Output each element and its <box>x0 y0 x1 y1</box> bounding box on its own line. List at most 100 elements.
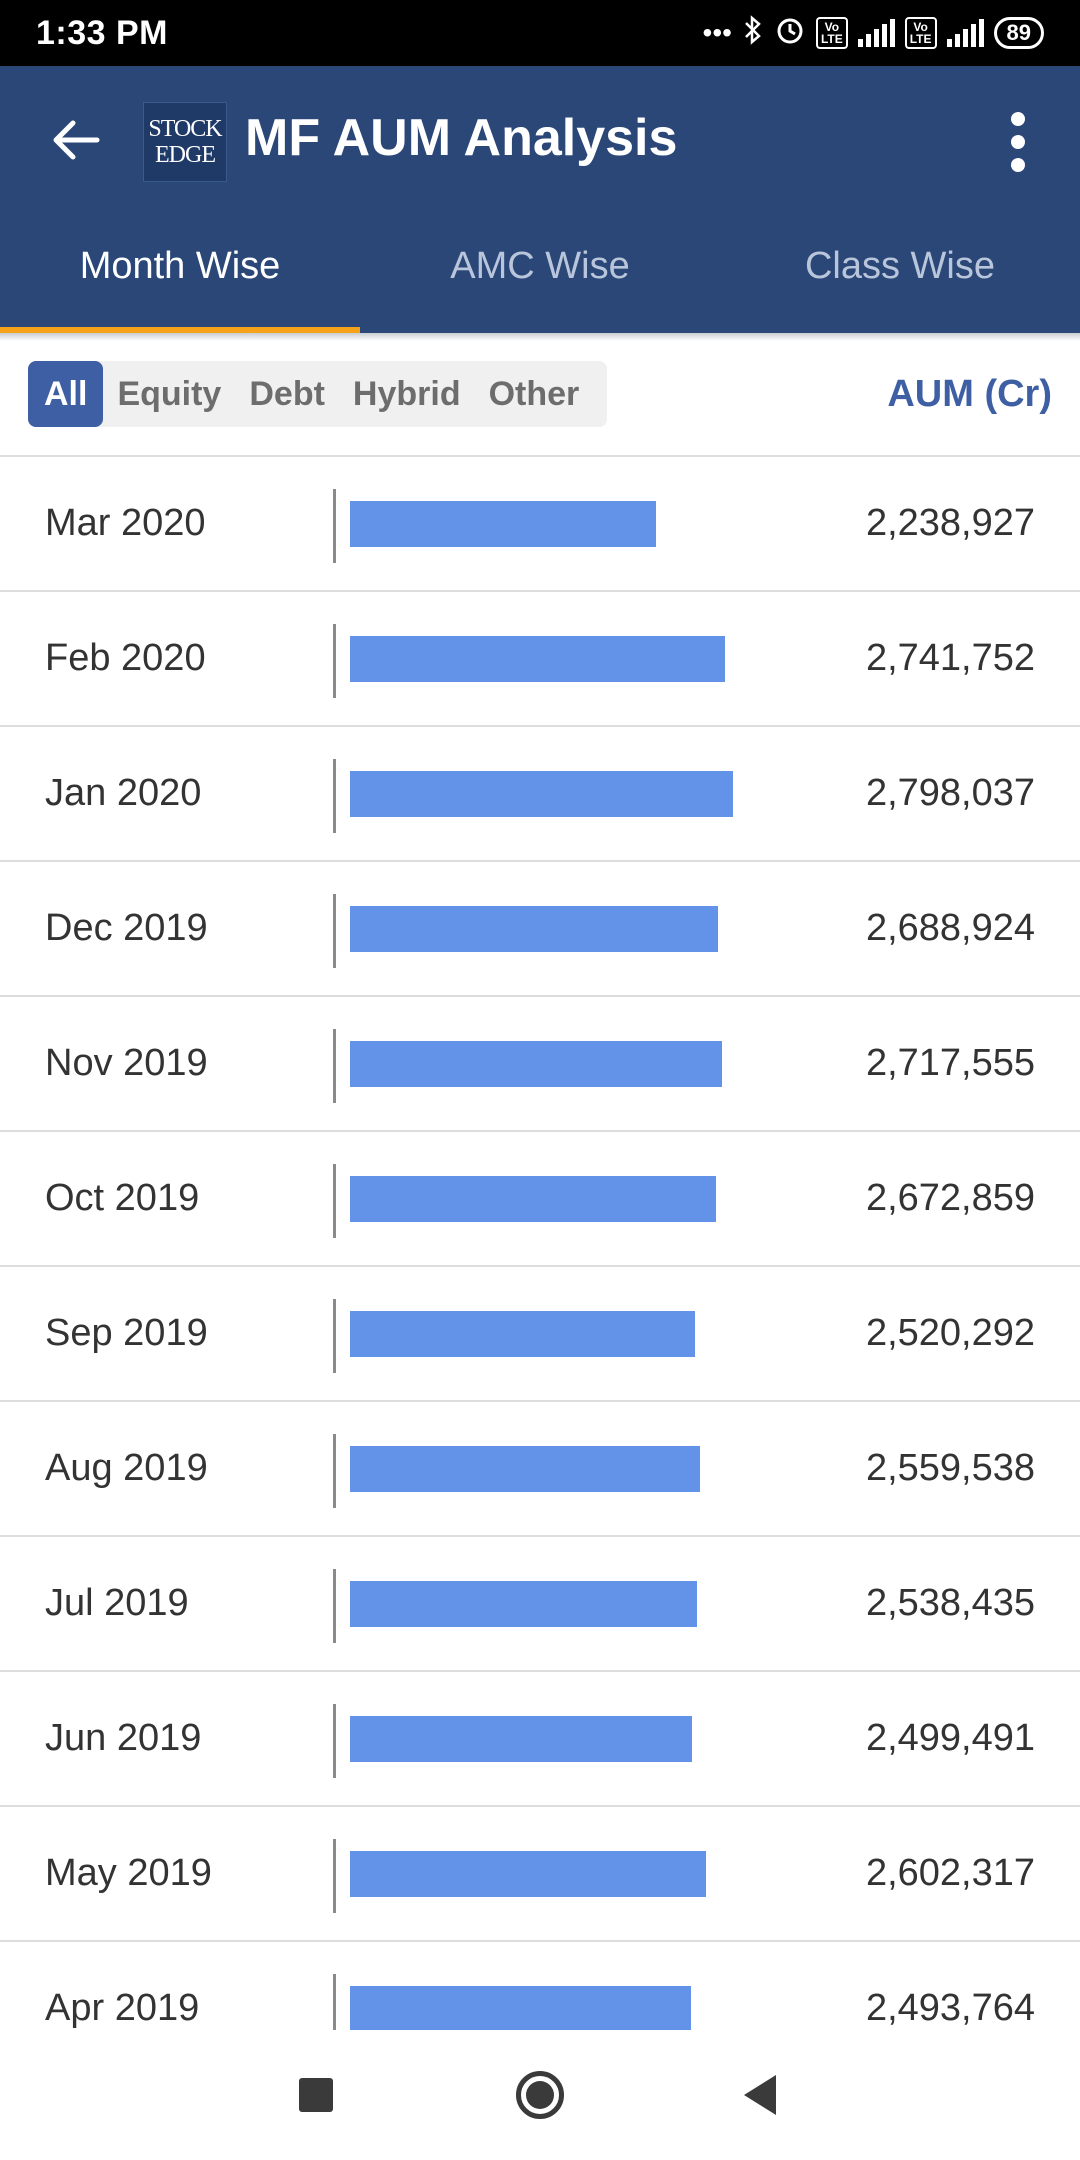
row-month: May 2019 <box>45 1852 212 1894</box>
more-dots-icon: ••• <box>702 17 732 48</box>
divider <box>0 455 1080 457</box>
list-row[interactable]: Jun 2019 2,499,491 <box>0 1672 1080 1807</box>
tab-amc-wise[interactable]: AMC Wise <box>450 245 630 287</box>
row-month: Apr 2019 <box>45 1987 200 2029</box>
back-triangle-icon <box>744 2075 776 2115</box>
filter-chip-all[interactable]: All <box>28 361 104 427</box>
bar-axis <box>333 1704 336 1778</box>
row-month: Dec 2019 <box>45 907 208 949</box>
volte-icon: Vo LTE <box>904 17 937 49</box>
battery-level: 89 <box>1006 20 1031 45</box>
row-aum-value: 2,520,292 <box>865 1312 1035 1354</box>
row-aum-value: 2,602,317 <box>865 1852 1035 1894</box>
logo-line-2: EDGE <box>155 142 216 168</box>
filter-chip-debt[interactable]: Debt <box>249 375 325 413</box>
list-row[interactable]: May 2019 2,602,317 <box>0 1807 1080 1942</box>
status-icons: ••• Vo LTE Vo LTE 89 <box>703 14 1044 53</box>
app-header: STOCK EDGE MF AUM Analysis Month Wise AM… <box>0 66 1080 333</box>
bar-axis <box>333 1299 336 1373</box>
bar-axis <box>333 1164 336 1238</box>
list-row[interactable]: Jan 2020 2,798,037 <box>0 727 1080 862</box>
list-row[interactable]: Oct 2019 2,672,859 <box>0 1132 1080 1267</box>
row-month: Sep 2019 <box>45 1312 208 1354</box>
aum-bar <box>350 1446 700 1492</box>
aum-bar <box>350 1581 697 1627</box>
volte-icon: Vo LTE <box>815 17 848 49</box>
bluetooth-icon <box>742 14 764 53</box>
bar-axis <box>333 894 336 968</box>
list-row[interactable]: Nov 2019 2,717,555 <box>0 997 1080 1132</box>
row-month: Mar 2020 <box>45 502 206 544</box>
bar-axis <box>333 1434 336 1508</box>
row-aum-value: 2,493,764 <box>865 1987 1035 2029</box>
logo-line-1: STOCK <box>148 116 222 142</box>
recents-icon <box>299 2078 333 2112</box>
battery-icon: 89 <box>993 17 1044 49</box>
row-aum-value: 2,717,555 <box>865 1042 1035 1084</box>
row-month: Jul 2019 <box>45 1582 189 1624</box>
aum-bar <box>350 1851 706 1897</box>
row-month: Oct 2019 <box>45 1177 200 1219</box>
tab-bar: Month Wise AMC Wise Class Wise <box>0 234 1080 333</box>
more-options-button[interactable] <box>990 106 1046 178</box>
aum-list[interactable]: Mar 2020 2,238,927 Feb 2020 2,741,752 Jan 20… <box>0 455 1080 2030</box>
aum-bar <box>350 771 733 817</box>
aum-bar <box>350 906 718 952</box>
aum-bar <box>350 1716 692 1762</box>
more-vert-icon <box>1011 112 1025 126</box>
list-row[interactable]: Dec 2019 2,688,924 <box>0 862 1080 997</box>
back-button[interactable] <box>40 110 110 170</box>
filter-chip-equity[interactable]: Equity <box>117 375 222 413</box>
app-logo: STOCK EDGE <box>143 102 227 182</box>
more-vert-dot <box>1011 135 1025 149</box>
row-month: Jun 2019 <box>45 1717 202 1759</box>
filter-bar: All Equity Debt Hybrid Other AUM (Cr) <box>0 341 1080 456</box>
list-row[interactable]: Aug 2019 2,559,538 <box>0 1402 1080 1537</box>
status-time: 1:33 PM <box>36 13 168 52</box>
row-aum-value: 2,798,037 <box>865 772 1035 814</box>
list-row[interactable]: Jul 2019 2,538,435 <box>0 1537 1080 1672</box>
bar-axis <box>333 1029 336 1103</box>
aum-bar <box>350 1041 722 1087</box>
toolbar: STOCK EDGE MF AUM Analysis <box>0 66 1080 216</box>
list-row[interactable]: Apr 2019 2,493,764 <box>0 1942 1080 2030</box>
category-filter: All Equity Debt Hybrid Other <box>28 361 608 427</box>
list-row[interactable]: Feb 2020 2,741,752 <box>0 592 1080 727</box>
alarm-icon <box>774 14 806 53</box>
bar-axis <box>333 1974 336 2030</box>
home-icon <box>516 2071 564 2119</box>
filter-chip-hybrid[interactable]: Hybrid <box>352 375 461 413</box>
tab-month-wise[interactable]: Month Wise <box>0 234 360 333</box>
signal-icon <box>857 19 895 47</box>
list-row[interactable]: Sep 2019 2,520,292 <box>0 1267 1080 1402</box>
recents-button[interactable] <box>281 2060 351 2130</box>
page-title: MF AUM Analysis <box>245 109 678 167</box>
row-aum-value: 2,238,927 <box>865 502 1035 544</box>
row-month: Aug 2019 <box>45 1447 208 1489</box>
filter-chip-other[interactable]: Other <box>488 375 580 413</box>
more-vert-dot <box>1011 158 1025 172</box>
aum-bar <box>350 1176 716 1222</box>
row-month: Nov 2019 <box>45 1042 208 1084</box>
bar-axis <box>333 1569 336 1643</box>
aum-column-label: AUM (Cr) <box>887 373 1052 415</box>
system-nav-bar <box>0 2030 1080 2160</box>
tab-class-wise[interactable]: Class Wise <box>804 245 996 287</box>
row-aum-value: 2,538,435 <box>865 1582 1035 1624</box>
bar-axis <box>333 489 336 563</box>
aum-bar <box>350 636 725 682</box>
header-shadow <box>0 333 1080 341</box>
bar-axis <box>333 759 336 833</box>
aum-bar <box>350 1986 691 2030</box>
aum-bar <box>350 1311 695 1357</box>
row-aum-value: 2,499,491 <box>865 1717 1035 1759</box>
bar-axis <box>333 624 336 698</box>
bar-axis <box>333 1839 336 1913</box>
back-nav-button[interactable] <box>725 2060 795 2130</box>
list-row[interactable]: Mar 2020 2,238,927 <box>0 457 1080 592</box>
row-aum-value: 2,672,859 <box>865 1177 1035 1219</box>
home-button[interactable] <box>505 2060 575 2130</box>
signal-4g-icon <box>946 19 984 47</box>
aum-bar <box>350 501 656 547</box>
row-month: Feb 2020 <box>45 637 206 679</box>
